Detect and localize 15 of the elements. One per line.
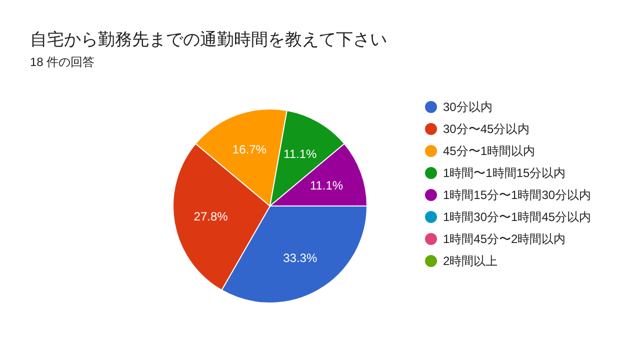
legend-label: 1時間15分〜1時間30分以内 (443, 186, 592, 204)
data-label: 11.1% (284, 146, 318, 161)
chart-title: 自宅から勤務先までの通勤時間を教えて下さい (30, 29, 387, 51)
data-label: 27.8% (194, 210, 228, 224)
legend-label: 30分以内 (443, 98, 492, 116)
data-label: 33.3% (283, 251, 318, 266)
data-label: 11.1% (310, 178, 344, 192)
data-label: 16.7% (232, 142, 267, 156)
legend-label: 1時間30分〜1時間45分以内 (443, 208, 592, 226)
legend-label: 45分〜1時間以内 (443, 142, 536, 160)
legend-label: 2時間以上 (443, 252, 498, 270)
legend-label: 1時間〜1時間15分以内 (443, 164, 566, 182)
legend-label: 1時間45分〜2時間以内 (443, 230, 566, 248)
text: 18 件の回答 (30, 54, 95, 71)
legend-label: 30分〜45分以内 (443, 120, 530, 138)
